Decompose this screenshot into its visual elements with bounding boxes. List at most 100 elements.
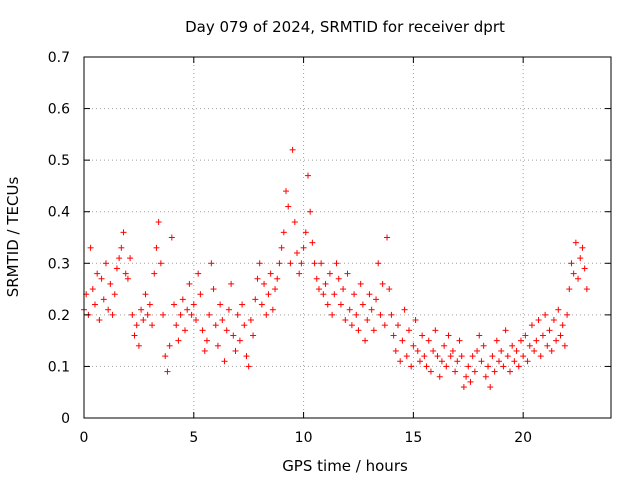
data-point: [296, 270, 303, 277]
data-point: [105, 306, 112, 313]
y-tick-label: 0: [61, 411, 70, 427]
data-point: [138, 306, 145, 313]
y-tick-label: 0.5: [48, 153, 70, 169]
data-point: [326, 270, 333, 277]
data-point: [313, 275, 320, 282]
data-point: [368, 306, 375, 313]
data-point: [107, 280, 114, 287]
data-point: [98, 275, 105, 282]
data-point: [272, 286, 279, 293]
data-point: [405, 327, 412, 334]
data-point: [575, 275, 582, 282]
data-point: [395, 322, 402, 329]
y-tick-label: 0.4: [48, 205, 70, 221]
data-point: [199, 327, 206, 334]
data-point: [245, 363, 252, 370]
data-point: [131, 332, 138, 339]
data-point: [364, 317, 371, 324]
data-point: [555, 306, 562, 313]
data-point: [456, 337, 463, 344]
data-point: [118, 244, 125, 251]
data-point: [276, 260, 283, 267]
data-point: [458, 353, 465, 360]
data-point: [480, 342, 487, 349]
data-point: [553, 337, 560, 344]
data-point: [414, 347, 421, 354]
data-point: [197, 291, 204, 298]
data-point: [96, 317, 103, 324]
data-point: [164, 368, 171, 375]
data-point: [179, 296, 186, 303]
data-point: [416, 358, 423, 365]
data-point: [261, 280, 268, 287]
data-point: [493, 337, 500, 344]
data-point: [353, 311, 360, 318]
data-point: [168, 234, 175, 241]
data-points: [81, 146, 590, 391]
data-point: [241, 322, 248, 329]
data-point: [320, 291, 327, 298]
data-point: [162, 353, 169, 360]
data-point: [375, 260, 382, 267]
data-point: [572, 239, 579, 246]
data-point: [269, 306, 276, 313]
data-point: [210, 286, 217, 293]
data-point: [201, 347, 208, 354]
data-point: [410, 342, 417, 349]
data-point: [340, 286, 347, 293]
data-point: [208, 260, 215, 267]
data-point: [467, 378, 474, 385]
data-point: [274, 275, 281, 282]
x-tick-labels: 0 5 10 15 20: [80, 430, 533, 446]
data-point: [366, 291, 373, 298]
data-point: [212, 322, 219, 329]
data-point: [570, 270, 577, 277]
data-point: [509, 342, 516, 349]
data-point: [432, 327, 439, 334]
data-point: [309, 239, 316, 246]
data-point: [146, 301, 153, 308]
data-point: [421, 353, 428, 360]
data-point: [460, 384, 467, 391]
data-point: [337, 301, 344, 308]
plot-frame: [83, 56, 612, 419]
data-point: [487, 384, 494, 391]
data-point: [91, 301, 98, 308]
x-tick-label: 10: [295, 430, 313, 446]
data-point: [234, 311, 241, 318]
data-point: [441, 342, 448, 349]
data-point: [522, 332, 529, 339]
data-point: [124, 275, 131, 282]
data-point: [533, 337, 540, 344]
data-point: [113, 265, 120, 272]
x-tick-label: 0: [80, 430, 89, 446]
data-point: [447, 353, 454, 360]
data-point: [278, 244, 285, 251]
data-point: [239, 301, 246, 308]
data-point: [184, 306, 191, 313]
data-point: [561, 342, 568, 349]
data-point: [425, 337, 432, 344]
data-point: [469, 353, 476, 360]
data-point: [520, 353, 527, 360]
data-point: [298, 260, 305, 267]
data-point: [221, 358, 228, 365]
data-point: [546, 327, 553, 334]
data-point: [550, 317, 557, 324]
data-point: [346, 306, 353, 313]
axis-ticks: [83, 56, 611, 419]
data-point: [177, 311, 184, 318]
data-point: [544, 342, 551, 349]
data-point: [474, 347, 481, 354]
data-point: [304, 172, 311, 179]
x-tick-label: 15: [404, 430, 422, 446]
data-point: [263, 311, 270, 318]
data-point: [498, 347, 505, 354]
data-point: [564, 311, 571, 318]
data-point: [267, 270, 274, 277]
data-point: [515, 363, 522, 370]
data-point: [568, 260, 575, 267]
data-point: [342, 317, 349, 324]
data-point: [489, 353, 496, 360]
